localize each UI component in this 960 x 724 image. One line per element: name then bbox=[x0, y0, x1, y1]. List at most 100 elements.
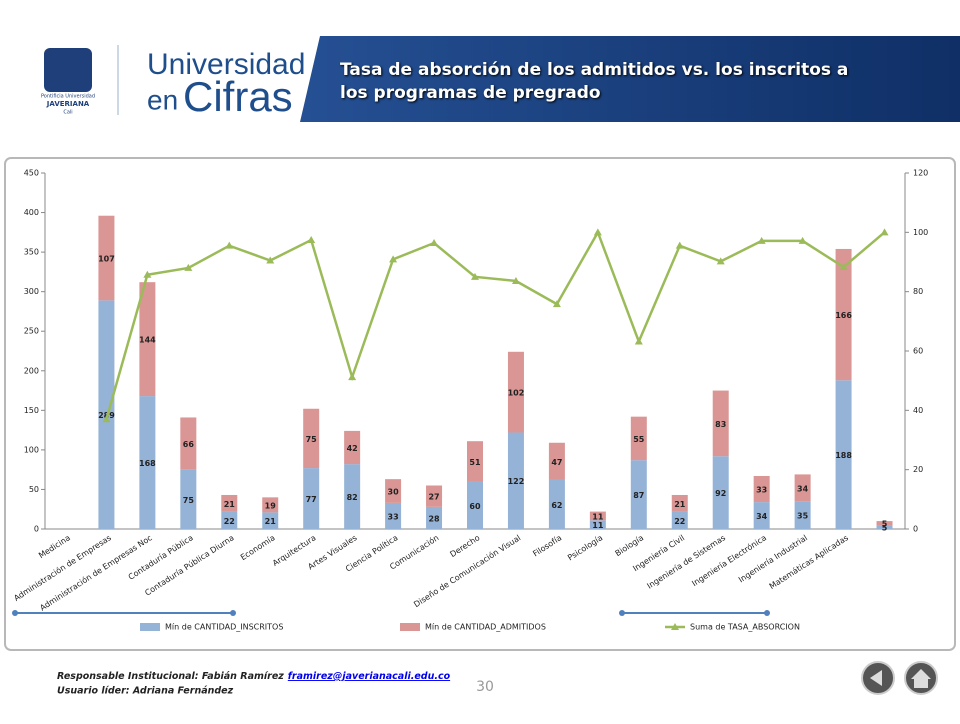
data-label: 102 bbox=[508, 389, 525, 398]
data-label: 107 bbox=[98, 255, 115, 264]
data-label: 55 bbox=[633, 435, 645, 444]
bar-segment bbox=[262, 512, 279, 529]
bar-segment bbox=[467, 481, 483, 529]
email-link[interactable]: framirez@javerianacali.edu.co bbox=[288, 671, 451, 682]
bar-segment bbox=[221, 494, 238, 512]
y-tick-label: 350 bbox=[24, 248, 39, 257]
data-label: 168 bbox=[139, 459, 156, 468]
data-label: 21 bbox=[674, 500, 686, 509]
data-label: 62 bbox=[551, 501, 562, 510]
data-label: 188 bbox=[835, 451, 852, 460]
data-label: 33 bbox=[756, 486, 767, 495]
bar-segment bbox=[303, 468, 320, 529]
logo-text: Cali bbox=[63, 110, 72, 116]
y2-tick-label: 60 bbox=[913, 347, 923, 356]
bar-segment bbox=[753, 475, 770, 503]
legend-swatch bbox=[671, 623, 679, 630]
y2-tick-label: 120 bbox=[913, 169, 928, 178]
y2-tick-label: 100 bbox=[913, 228, 928, 237]
bar-segment bbox=[385, 479, 402, 503]
data-label: 5 bbox=[882, 520, 888, 529]
line-marker bbox=[634, 337, 643, 345]
logo-text: JAVERIANA bbox=[46, 100, 90, 108]
crest bbox=[44, 48, 92, 92]
line-marker bbox=[880, 228, 889, 236]
data-label: 11 bbox=[592, 512, 604, 521]
bar-segment bbox=[589, 520, 606, 529]
data-label: 22 bbox=[224, 517, 235, 526]
bar-segment bbox=[221, 511, 238, 529]
bar-segment bbox=[712, 456, 729, 529]
page-number: 30 bbox=[476, 679, 494, 695]
bar-segment bbox=[467, 441, 483, 482]
legend-label: Mín de CANTIDAD_INSCRITOS bbox=[165, 623, 283, 632]
home-icon bbox=[911, 669, 931, 688]
legend-swatch bbox=[140, 623, 160, 631]
data-label: 30 bbox=[388, 488, 400, 497]
bar-segment bbox=[180, 469, 197, 529]
bar-segment bbox=[303, 408, 320, 469]
bar-segment bbox=[671, 511, 688, 529]
y-tick-label: 0 bbox=[34, 525, 39, 534]
line-marker bbox=[225, 241, 234, 249]
data-label: 28 bbox=[428, 514, 440, 523]
line-marker bbox=[552, 300, 561, 308]
data-label: 21 bbox=[265, 517, 277, 526]
bar-segment bbox=[630, 416, 647, 461]
brand: Universidad bbox=[147, 48, 305, 81]
bar-segment bbox=[180, 417, 197, 470]
line-marker bbox=[471, 272, 479, 280]
y2-tick-label: 80 bbox=[913, 287, 923, 296]
decor-dot bbox=[619, 610, 625, 616]
data-label: 21 bbox=[224, 500, 236, 509]
bar-segment bbox=[835, 248, 852, 381]
line-marker bbox=[430, 239, 439, 247]
data-label: 166 bbox=[835, 311, 852, 320]
line-marker bbox=[675, 241, 684, 249]
brand: en bbox=[147, 84, 178, 115]
line-marker bbox=[511, 276, 520, 284]
bar-segment bbox=[876, 525, 893, 529]
back-icon bbox=[870, 670, 882, 686]
line-marker bbox=[307, 236, 316, 244]
data-label: 42 bbox=[347, 444, 358, 453]
data-label: 87 bbox=[633, 491, 644, 500]
brand: Cifras bbox=[183, 73, 293, 120]
bar-segment bbox=[507, 432, 524, 529]
bar-segment bbox=[139, 396, 156, 529]
legend-label: Suma de TASA_ABSORCION bbox=[690, 623, 800, 632]
data-label: 33 bbox=[388, 512, 399, 521]
bar-segment bbox=[753, 502, 770, 529]
bar-segment bbox=[507, 351, 524, 433]
bar-segment bbox=[344, 464, 361, 529]
y-tick-label: 100 bbox=[24, 445, 39, 454]
y-tick-label: 150 bbox=[24, 406, 39, 415]
y-tick-label: 400 bbox=[24, 208, 39, 217]
decor-dot bbox=[230, 610, 236, 616]
data-label: 77 bbox=[306, 495, 317, 504]
line-marker bbox=[102, 415, 111, 423]
data-label: 60 bbox=[469, 502, 481, 511]
y2-tick-label: 20 bbox=[913, 465, 923, 474]
bar-segment bbox=[139, 282, 156, 397]
y2-tick-label: 0 bbox=[913, 525, 918, 534]
bar-segment bbox=[794, 501, 811, 529]
bar-segment bbox=[712, 390, 729, 457]
bar-segment bbox=[794, 474, 811, 502]
line-marker bbox=[593, 228, 602, 236]
decor-dot bbox=[12, 610, 18, 616]
bar-segment bbox=[548, 442, 565, 480]
bar-segment bbox=[548, 479, 565, 529]
data-label: 34 bbox=[797, 484, 809, 493]
line-marker bbox=[716, 257, 725, 265]
data-label: 75 bbox=[183, 496, 195, 505]
footer-text: Usuario líder: Adriana Fernández bbox=[57, 686, 234, 697]
data-label: 47 bbox=[551, 458, 562, 467]
data-label: 34 bbox=[756, 512, 768, 521]
data-label: 75 bbox=[306, 435, 318, 444]
y-tick-label: 300 bbox=[24, 287, 39, 296]
line-marker bbox=[389, 255, 398, 263]
line-marker bbox=[839, 263, 848, 271]
y-tick-label: 50 bbox=[29, 485, 39, 494]
line-marker bbox=[348, 373, 357, 381]
